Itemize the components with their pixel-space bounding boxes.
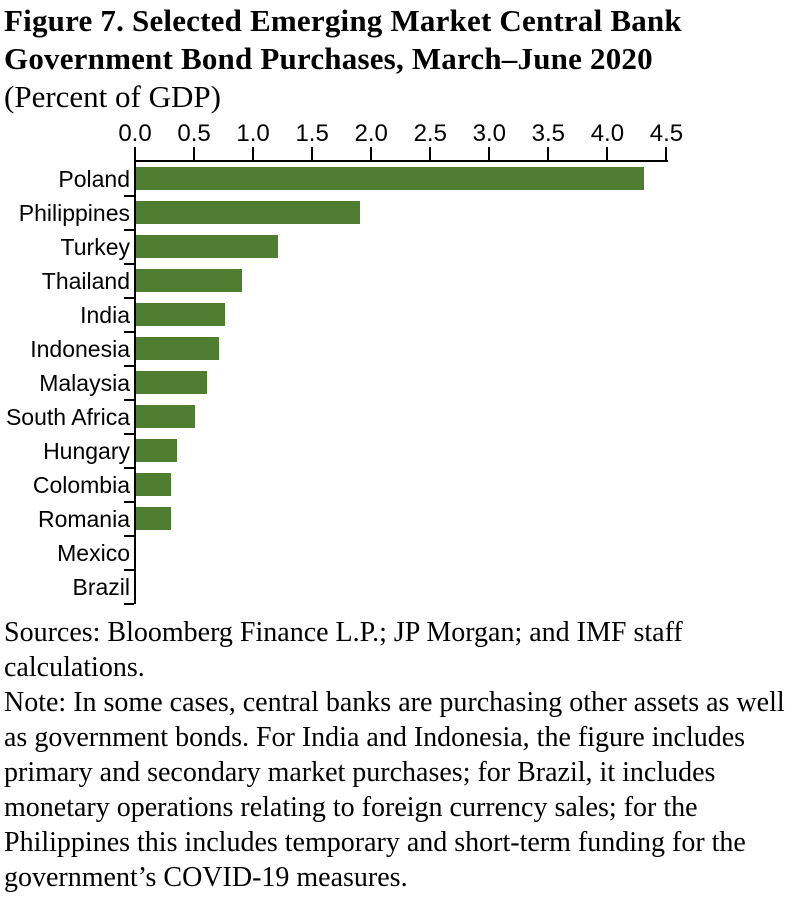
category-tick (124, 603, 134, 605)
x-axis-tick (547, 147, 550, 160)
category-label: Turkey (60, 234, 130, 260)
category-tick (124, 501, 134, 503)
bar (136, 167, 644, 190)
category-label: South Africa (5, 404, 130, 430)
x-axis-tick (311, 147, 314, 160)
source-note: Sources: Bloomberg Finance L.P.; JP Morg… (4, 617, 683, 683)
bar (136, 439, 178, 462)
category-tick (124, 399, 134, 401)
category-label: Malaysia (39, 370, 130, 396)
category-tick (124, 569, 134, 571)
x-axis-tick-label: 1.0 (236, 120, 270, 147)
category-label: Mexico (57, 540, 130, 566)
x-axis-tick-label: 0.0 (118, 120, 152, 147)
y-axis-line (134, 160, 136, 604)
x-axis-tick (252, 147, 255, 160)
x-axis-tick-label: 4.0 (590, 120, 625, 147)
category-label: Brazil (72, 574, 130, 600)
bar (136, 303, 225, 326)
bar-chart: 0.0 0.5 1.0 1.5 2.0 2.5 3.0 3.5 4.0 4.5 Poland Phil… (4, 120, 800, 606)
figure-title: Figure 7. Selected Emerging Market Centr… (4, 3, 682, 76)
x-axis-tick (488, 147, 491, 160)
x-axis-tick-label: 0.5 (177, 120, 211, 147)
x-axis-tick-label: 3.0 (472, 120, 506, 147)
x-axis-tick-label: 2.0 (354, 120, 388, 147)
bar (136, 337, 219, 360)
x-axis-tick-label: 4.5 (649, 120, 684, 147)
category-label: Thailand (41, 268, 130, 294)
bar (136, 405, 195, 428)
x-axis-tick (134, 147, 136, 160)
bar (136, 473, 172, 496)
category-tick (124, 195, 134, 197)
category-label: Hungary (43, 438, 130, 464)
x-axis-tick (665, 147, 668, 160)
x-axis-tick (429, 147, 432, 160)
x-axis-tick (606, 147, 609, 160)
category-tick (124, 535, 134, 537)
category-label: Indonesia (30, 336, 130, 362)
category-label: Colombia (32, 472, 130, 498)
x-axis-tick (193, 147, 196, 160)
category-tick (124, 263, 134, 265)
figure-subtitle: (Percent of GDP) (4, 79, 221, 114)
category-tick (124, 331, 134, 333)
category-tick (124, 467, 134, 469)
category-label: Romania (37, 506, 130, 532)
x-axis-tick-label: 1.5 (295, 120, 329, 147)
bar (136, 201, 361, 224)
bar (136, 269, 243, 292)
bar (136, 371, 207, 394)
x-axis-tick-label: 3.5 (531, 120, 566, 147)
category-label: Philippines (18, 200, 130, 226)
figure-note: Note: In some cases, central banks are p… (4, 687, 785, 893)
x-axis-tick (370, 147, 373, 160)
category-tick (124, 433, 134, 435)
x-axis-tick-label: 2.5 (413, 120, 447, 147)
category-tick (124, 229, 134, 231)
category-tick (124, 297, 134, 299)
x-axis-line (134, 160, 669, 162)
category-tick (124, 365, 134, 367)
bar (136, 507, 172, 530)
category-label: India (80, 302, 130, 328)
category-label: Poland (58, 166, 130, 192)
bar (136, 235, 278, 258)
